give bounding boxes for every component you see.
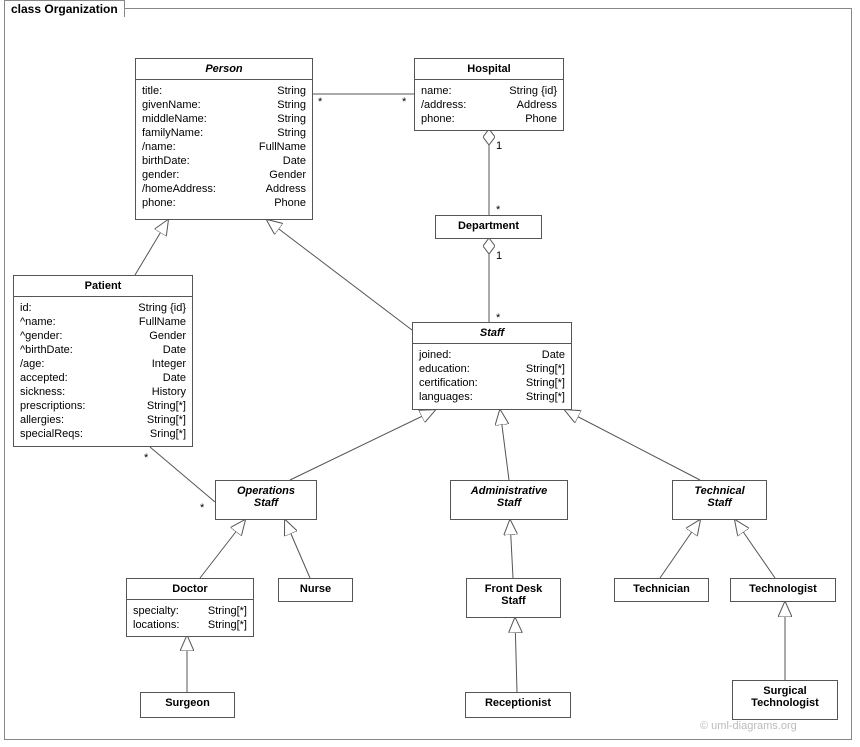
attribute-row: familyName:String bbox=[142, 126, 306, 140]
attribute-row: ^gender:Gender bbox=[20, 329, 186, 343]
multiplicity-label: * bbox=[318, 96, 322, 108]
class-title: TechnicalStaff bbox=[673, 481, 766, 513]
class-title: OperationsStaff bbox=[216, 481, 316, 513]
attribute-row: /homeAddress:Address bbox=[142, 182, 306, 196]
class-title: Department bbox=[436, 216, 541, 236]
class-title: Surgeon bbox=[141, 693, 234, 713]
multiplicity-label: * bbox=[496, 312, 500, 324]
class-technician: Technician bbox=[614, 578, 709, 602]
watermark: © uml-diagrams.org bbox=[700, 720, 797, 732]
class-title: Staff bbox=[413, 323, 571, 344]
attribute-row: /address:Address bbox=[421, 98, 557, 112]
class-department: Department bbox=[435, 215, 542, 239]
attribute-row: prescriptions:String[*] bbox=[20, 399, 186, 413]
diagram-canvas: class Organization Persontitle:Stringgiv… bbox=[0, 0, 860, 747]
multiplicity-label: * bbox=[496, 204, 500, 216]
class-patient: Patientid:String {id}^name:FullName^gend… bbox=[13, 275, 193, 447]
class-person: Persontitle:StringgivenName:Stringmiddle… bbox=[135, 58, 313, 220]
attribute-row: middleName:String bbox=[142, 112, 306, 126]
class-doctor: Doctorspecialty:String[*]locations:Strin… bbox=[126, 578, 254, 637]
class-surgeon: Surgeon bbox=[140, 692, 235, 718]
attribute-row: givenName:String bbox=[142, 98, 306, 112]
frame-title: class Organization bbox=[4, 0, 125, 17]
class-attributes: name:String {id}/address:Addressphone:Ph… bbox=[415, 80, 563, 130]
attribute-row: name:String {id} bbox=[421, 84, 557, 98]
class-attributes: specialty:String[*]locations:String[*] bbox=[127, 600, 253, 636]
class-attributes: joined:Dateeducation:String[*]certificat… bbox=[413, 344, 571, 408]
class-attributes: id:String {id}^name:FullName^gender:Gend… bbox=[14, 297, 192, 445]
class-title: Hospital bbox=[415, 59, 563, 80]
attribute-row: phone:Phone bbox=[142, 196, 306, 210]
attribute-row: birthDate:Date bbox=[142, 154, 306, 168]
class-title: AdministrativeStaff bbox=[451, 481, 567, 513]
attribute-row: education:String[*] bbox=[419, 362, 565, 376]
attribute-row: locations:String[*] bbox=[133, 618, 247, 632]
class-ops_staff: OperationsStaff bbox=[215, 480, 317, 520]
attribute-row: ^name:FullName bbox=[20, 315, 186, 329]
class-title: Doctor bbox=[127, 579, 253, 600]
class-technologist: Technologist bbox=[730, 578, 836, 602]
class-title: Front DeskStaff bbox=[467, 579, 560, 611]
class-front_desk: Front DeskStaff bbox=[466, 578, 561, 618]
attribute-row: specialty:String[*] bbox=[133, 604, 247, 618]
attribute-row: /age:Integer bbox=[20, 357, 186, 371]
class-hospital: Hospitalname:String {id}/address:Address… bbox=[414, 58, 564, 131]
class-nurse: Nurse bbox=[278, 578, 353, 602]
multiplicity-label: * bbox=[402, 96, 406, 108]
attribute-row: phone:Phone bbox=[421, 112, 557, 126]
attribute-row: id:String {id} bbox=[20, 301, 186, 315]
attribute-row: joined:Date bbox=[419, 348, 565, 362]
attribute-row: certification:String[*] bbox=[419, 376, 565, 390]
class-admin_staff: AdministrativeStaff bbox=[450, 480, 568, 520]
attribute-row: allergies:String[*] bbox=[20, 413, 186, 427]
class-title: Nurse bbox=[279, 579, 352, 599]
attribute-row: ^birthDate:Date bbox=[20, 343, 186, 357]
class-attributes: title:StringgivenName:StringmiddleName:S… bbox=[136, 80, 312, 214]
attribute-row: accepted:Date bbox=[20, 371, 186, 385]
attribute-row: languages:String[*] bbox=[419, 390, 565, 404]
class-tech_staff: TechnicalStaff bbox=[672, 480, 767, 520]
attribute-row: gender:Gender bbox=[142, 168, 306, 182]
class-receptionist: Receptionist bbox=[465, 692, 571, 718]
class-staff: Staffjoined:Dateeducation:String[*]certi… bbox=[412, 322, 572, 410]
multiplicity-label: * bbox=[144, 452, 148, 464]
attribute-row: specialReqs:Sring[*] bbox=[20, 427, 186, 441]
class-title: Patient bbox=[14, 276, 192, 297]
multiplicity-label: 1 bbox=[496, 250, 502, 262]
class-surgical_tech: SurgicalTechnologist bbox=[732, 680, 838, 720]
class-title: Receptionist bbox=[466, 693, 570, 713]
class-title: SurgicalTechnologist bbox=[733, 681, 837, 713]
attribute-row: sickness:History bbox=[20, 385, 186, 399]
class-title: Technologist bbox=[731, 579, 835, 599]
multiplicity-label: 1 bbox=[496, 140, 502, 152]
class-title: Person bbox=[136, 59, 312, 80]
attribute-row: /name:FullName bbox=[142, 140, 306, 154]
class-title: Technician bbox=[615, 579, 708, 599]
multiplicity-label: * bbox=[200, 502, 204, 514]
attribute-row: title:String bbox=[142, 84, 306, 98]
